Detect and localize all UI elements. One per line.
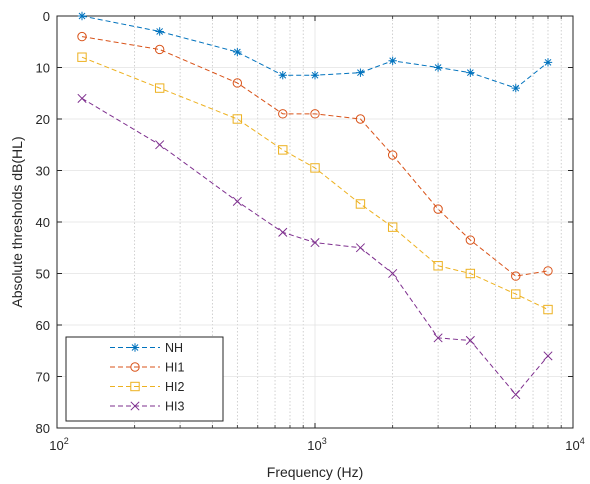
legend-marker — [130, 343, 140, 352]
data-point — [155, 140, 165, 150]
data-point — [77, 52, 87, 62]
series-nh — [77, 11, 553, 93]
data-point — [543, 351, 553, 361]
x-axis: 102 103 104 — [49, 16, 585, 453]
legend-marker — [130, 381, 140, 392]
data-point — [310, 238, 320, 248]
data-point — [356, 68, 365, 77]
legend-label: HI2 — [165, 380, 185, 394]
data-point — [543, 266, 553, 276]
data-point — [433, 204, 443, 214]
legend-item: HI1 — [110, 361, 185, 375]
data-point — [232, 114, 243, 124]
y-tick-label: 40 — [36, 215, 50, 230]
data-point — [232, 78, 243, 88]
data-point — [355, 243, 365, 253]
data-point — [355, 199, 366, 209]
data-point — [465, 235, 476, 245]
legend-item: HI3 — [110, 400, 185, 414]
legend-label: HI1 — [165, 361, 185, 375]
y-tick-label: 0 — [43, 9, 50, 24]
data-point — [310, 163, 320, 173]
data-point — [387, 150, 398, 160]
y-axis-label: Absolute thresholds dB(HL) — [9, 136, 25, 307]
data-point — [388, 268, 398, 279]
legend-marker — [130, 401, 140, 411]
y-tick-label: 30 — [36, 164, 50, 179]
data-point — [543, 304, 553, 315]
y-axis: 0 10 20 30 40 50 60 70 80 — [36, 9, 573, 436]
series-line — [81, 56, 549, 311]
data-point — [278, 71, 287, 80]
x-tick-label: 102 — [49, 436, 68, 453]
data-point — [233, 47, 242, 57]
data-point — [465, 335, 475, 346]
data-point — [278, 227, 288, 237]
data-point — [278, 145, 288, 155]
data-point — [310, 109, 320, 119]
data-point — [543, 58, 553, 67]
y-tick-label: 80 — [36, 421, 50, 436]
legend: NH HI1 HI2 HI3 — [65, 336, 224, 422]
data-point — [355, 114, 366, 124]
data-point — [511, 289, 521, 299]
y-tick-label: 10 — [36, 61, 50, 76]
data-point — [77, 93, 87, 103]
data-point — [511, 271, 521, 281]
data-point — [433, 261, 443, 271]
series-hi2 — [77, 52, 553, 315]
x-axis-label: Frequency (Hz) — [267, 464, 363, 480]
data-point — [511, 83, 520, 93]
data-point — [433, 63, 443, 72]
y-tick-label: 50 — [36, 267, 50, 282]
data-series — [77, 11, 553, 400]
data-point — [232, 196, 242, 206]
series-hi1 — [77, 31, 553, 281]
y-tick-label: 20 — [36, 112, 50, 127]
data-point — [77, 11, 87, 21]
data-point — [154, 83, 165, 93]
y-tick-label: 70 — [36, 370, 50, 385]
data-point — [465, 268, 476, 279]
data-point — [466, 68, 475, 77]
legend-box — [65, 336, 224, 422]
data-point — [388, 56, 397, 66]
legend-item: HI2 — [110, 380, 185, 394]
legend-marker — [130, 362, 140, 372]
x-tick-label: 103 — [307, 436, 326, 453]
data-point — [154, 44, 165, 55]
data-point — [278, 109, 288, 119]
legend-item: NH — [110, 341, 183, 355]
y-tick-label: 60 — [36, 318, 50, 333]
legend-label: NH — [165, 341, 183, 355]
x-tick-label: 104 — [565, 436, 584, 453]
data-point — [310, 71, 320, 80]
data-point — [433, 333, 443, 343]
series-line — [81, 36, 549, 277]
series-hi3 — [77, 93, 553, 400]
data-point — [387, 222, 398, 232]
data-point — [511, 389, 521, 400]
legend-label: HI3 — [165, 400, 185, 414]
data-point — [77, 31, 87, 42]
data-point — [155, 27, 164, 36]
